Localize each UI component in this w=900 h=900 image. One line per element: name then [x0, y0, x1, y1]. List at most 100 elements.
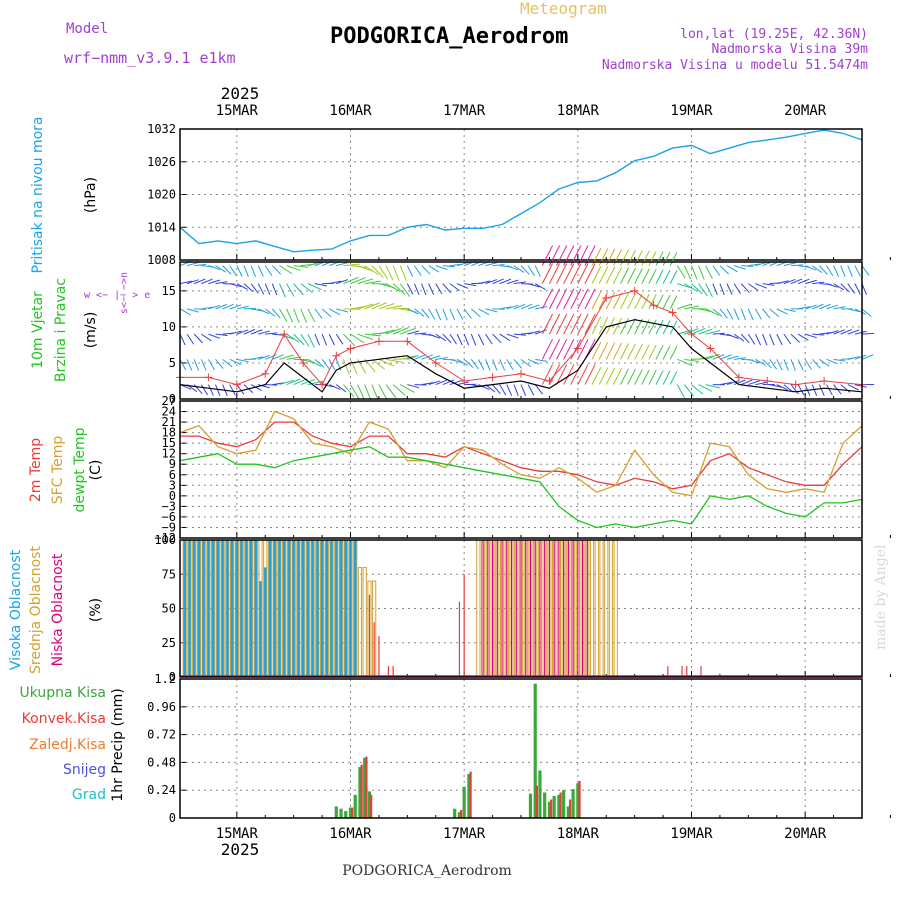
- precip-total-bar: [358, 767, 362, 818]
- wind-arrow: [669, 252, 678, 266]
- wind-arrow: [286, 308, 294, 323]
- wind-arrow: [776, 280, 789, 285]
- wind-arrow: [350, 277, 366, 285]
- wind-arrow: [740, 333, 750, 344]
- wind-arrow: [612, 292, 623, 310]
- wind-arrow: [321, 308, 332, 318]
- wind-arrow: [705, 283, 713, 298]
- cloud-high-bar: [325, 540, 329, 677]
- pressure-panel: 1008 1014 1020 1026 1032: [147, 122, 891, 267]
- cloud-ytick-label: 100: [154, 533, 176, 547]
- wind-arrow: [812, 333, 825, 336]
- wind-arrow: [499, 333, 511, 342]
- wind-arrow: [712, 332, 725, 335]
- wind-arrow: [407, 354, 419, 360]
- cloud-high-bar: [354, 540, 357, 677]
- wind-arrow: [605, 291, 616, 310]
- wind-arrow: [698, 265, 705, 280]
- wind-arrow: [847, 355, 860, 360]
- wind-arrow: [421, 308, 430, 319]
- cloud-mid-bar: [357, 566, 363, 678]
- wind-arrow: [591, 291, 602, 310]
- wind-arrow: [641, 268, 650, 284]
- temp-unit-label: (C): [88, 460, 104, 481]
- cloud-high-bar: [193, 540, 196, 677]
- wind-arrow: [726, 333, 739, 339]
- wind-arrow: [435, 308, 442, 321]
- wind-arrow: [769, 333, 775, 346]
- wind-arrow: [527, 384, 535, 396]
- wind-arrow: [506, 384, 513, 396]
- wind-arrow: [684, 384, 694, 397]
- wind-arrow: [548, 263, 561, 284]
- wind-arrow: [712, 308, 723, 317]
- wind-arrow: [463, 358, 474, 368]
- wind-arrow: [236, 305, 249, 310]
- temperature-ytick-label: 27: [162, 394, 176, 408]
- wind-arrow: [186, 261, 199, 267]
- wind-arrow: [513, 333, 526, 336]
- wind-arrow: [194, 308, 207, 310]
- precip-total-bar: [576, 783, 580, 818]
- wind-arrow: [222, 303, 234, 310]
- wind-arrow: [726, 380, 739, 386]
- wind-arrow: [186, 333, 195, 345]
- wind-gust-marker: [332, 351, 341, 360]
- wind-arrow: [286, 356, 302, 360]
- wind-arrow: [378, 384, 387, 400]
- watermark: made by Angel: [873, 544, 889, 650]
- wind-arrow: [527, 265, 536, 277]
- wind-arrow: [201, 278, 213, 285]
- bottom-year-label: 2025: [221, 840, 260, 859]
- wind-arrow: [293, 333, 305, 346]
- wind-arrow: [733, 283, 741, 295]
- wind-arrow: [577, 313, 589, 335]
- cloud-high-bar: [249, 540, 253, 677]
- cloud-mid-bar: [589, 539, 595, 678]
- wind-arrow: [819, 358, 830, 367]
- temp-ylabel-2m: 2m Temp: [28, 438, 44, 502]
- precip-total-bar: [528, 793, 533, 818]
- wind-arrow: [463, 333, 470, 346]
- wind-panel: 0 5 10 15: [162, 245, 891, 406]
- wind-arrow: [399, 384, 415, 393]
- wind-arrow: [449, 308, 456, 321]
- wind-arrow: [762, 308, 771, 319]
- precip-total-bar: [353, 794, 357, 818]
- wind-arrow: [478, 308, 490, 315]
- wind-arrow: [492, 278, 504, 285]
- wind-arrow: [655, 251, 664, 266]
- wind-arrow: [655, 370, 664, 385]
- cloud-ytick-label: 50: [162, 602, 176, 616]
- wind-arrow: [215, 303, 227, 310]
- cloud-high-bar: [183, 540, 186, 677]
- wind-arrow: [833, 358, 846, 362]
- wind-arrow: [449, 358, 462, 364]
- wind-arrow: [755, 261, 768, 267]
- precip-conv-bar: [469, 771, 472, 818]
- cloud-high-bar: [349, 540, 352, 677]
- wind-arrow: [442, 379, 455, 386]
- wind-arrow: [385, 358, 403, 363]
- wind-arrow: [428, 308, 436, 320]
- wind-arrow: [271, 283, 278, 296]
- wind-arrow: [200, 384, 209, 396]
- wind-arrow: [456, 261, 469, 267]
- wind-arrow: [741, 379, 753, 386]
- wind-arrow: [840, 265, 846, 278]
- wind-gust-marker: [374, 337, 383, 346]
- cloud-mid-bar: [362, 566, 367, 678]
- wind-arrow: [783, 278, 796, 285]
- wind-arrow: [676, 265, 686, 279]
- wind-arrow: [584, 313, 596, 335]
- wind-arrow: [634, 268, 643, 284]
- wind-arrow: [229, 384, 236, 396]
- wind-arrow: [485, 262, 498, 267]
- wind-arrow: [612, 342, 623, 360]
- precip-ytick-label: 0.96: [147, 700, 176, 714]
- bottom-date-label: 16MAR: [329, 826, 372, 842]
- precip-total-bar: [334, 806, 338, 818]
- wind-arrow: [535, 305, 548, 310]
- cloud-high-bar: [287, 540, 291, 677]
